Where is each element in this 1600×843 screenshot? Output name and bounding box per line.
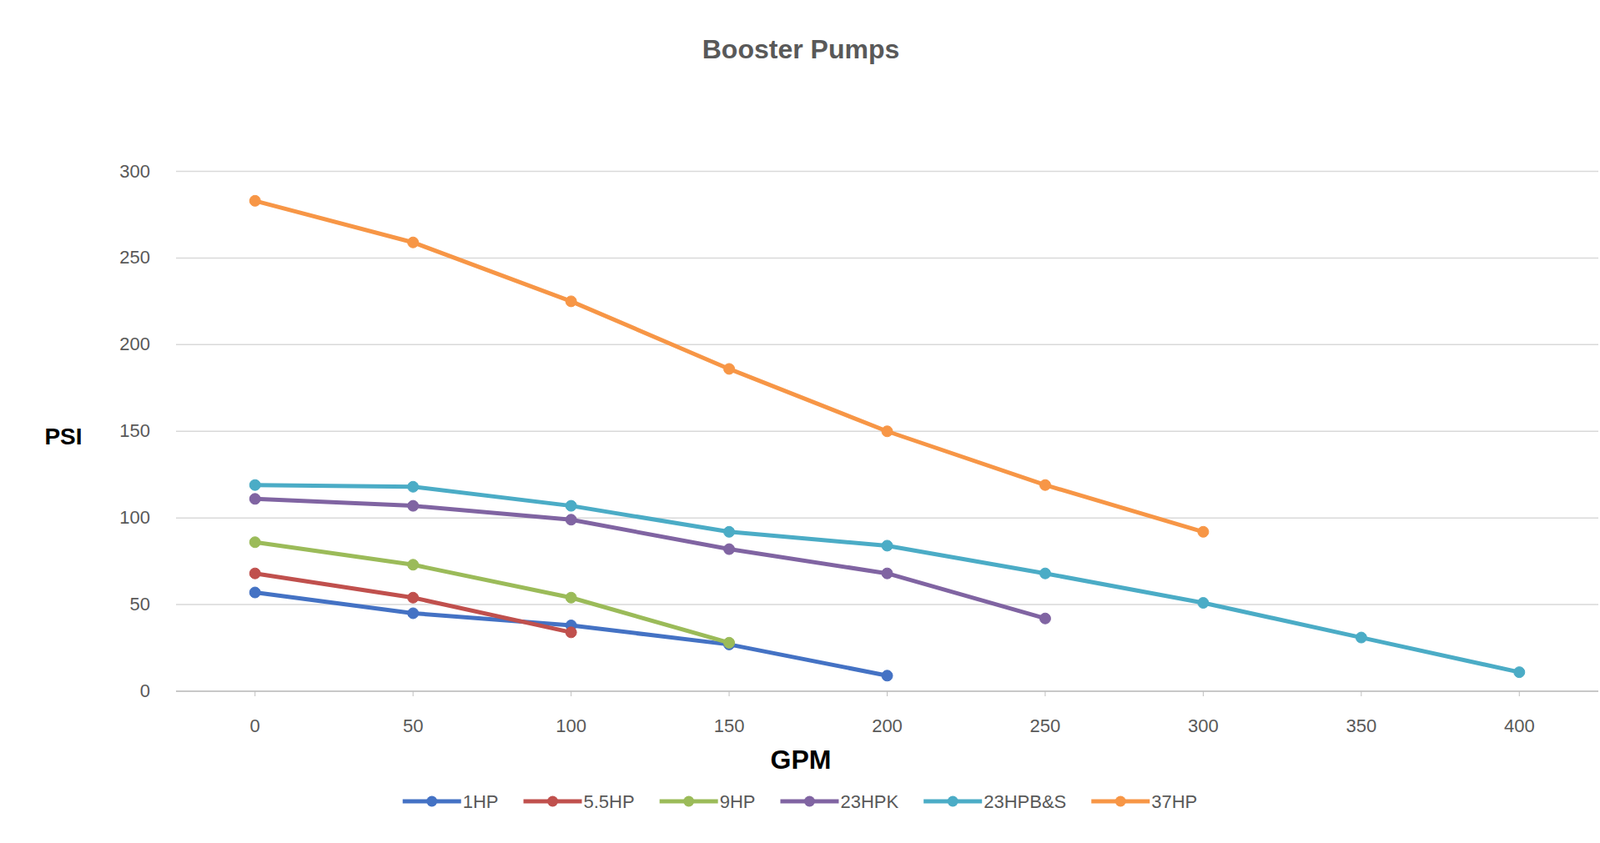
point [565, 627, 577, 639]
point [249, 493, 261, 505]
point [724, 543, 735, 555]
legend-marker [1115, 796, 1127, 808]
series-line [255, 485, 1520, 673]
legend: 1HP 5.5HP 9HP 23HPK 23HPB&S 37HP [402, 791, 1198, 813]
point [565, 514, 577, 526]
grid-line [176, 603, 1599, 606]
x-tick [1044, 691, 1046, 697]
point [565, 296, 577, 307]
point [1039, 479, 1051, 491]
chart: Booster Pumps 0 50 100 150 200 250 300 0 50 100 150… [0, 0, 1600, 843]
point [407, 559, 419, 571]
x-tick [886, 691, 888, 697]
x-tick-label: 300 [1187, 715, 1219, 737]
point [724, 637, 735, 649]
legend-marker [426, 796, 438, 808]
y-tick-label: 50 [130, 593, 151, 615]
point [249, 587, 261, 599]
x-tick-label: 200 [871, 715, 903, 737]
legend-marker [804, 796, 816, 808]
point [1197, 526, 1209, 538]
x-tick [729, 691, 730, 697]
x-tick-label: 350 [1345, 715, 1377, 737]
x-tick [1519, 691, 1520, 697]
x-tick [254, 691, 256, 697]
point [1355, 632, 1367, 644]
point [407, 481, 419, 493]
legend-marker [947, 796, 959, 808]
legend-marker [547, 796, 559, 808]
background [0, 0, 1600, 843]
point [407, 500, 419, 512]
point [881, 426, 893, 438]
grid-line [176, 344, 1599, 347]
point [407, 608, 419, 619]
legend-label: 1HP [462, 791, 499, 813]
x-axis-label: GPM [770, 744, 832, 775]
x-tick-label: 150 [714, 715, 745, 737]
legend-label: 37HP [1151, 791, 1198, 813]
grid-line [176, 257, 1599, 260]
point [724, 526, 735, 538]
point [565, 500, 577, 512]
y-axis-label: PSI [44, 423, 82, 450]
point [249, 479, 261, 491]
point [724, 363, 735, 375]
x-tick [1202, 691, 1204, 697]
y-tick-label: 250 [119, 246, 151, 268]
y-tick-label: 150 [119, 420, 151, 442]
point [249, 195, 261, 207]
grid-line [176, 171, 1599, 173]
point [249, 537, 261, 549]
point [1514, 667, 1525, 679]
x-tick [570, 691, 572, 697]
series-line [255, 201, 1204, 533]
legend-label: 5.5HP [583, 791, 635, 813]
legend-label: 9HP [719, 791, 756, 813]
legend-marker [683, 796, 695, 808]
point [565, 592, 577, 604]
point [1197, 598, 1209, 609]
series-line [255, 593, 888, 677]
point [881, 568, 893, 579]
point [407, 236, 419, 248]
plot-area [249, 195, 1525, 681]
x-tick-label: 50 [402, 715, 423, 737]
y-tick-label: 200 [119, 333, 151, 355]
title: Booster Pumps [702, 34, 900, 65]
y-tick-label: 100 [119, 507, 151, 529]
legend-label: 23HPK [840, 791, 899, 813]
series-line [255, 542, 730, 644]
point [881, 670, 893, 682]
series-line [255, 573, 572, 634]
y-tick-label: 0 [140, 680, 151, 702]
point [881, 540, 893, 552]
point [249, 568, 261, 579]
point [1039, 568, 1051, 579]
y-tick-label: 300 [119, 161, 151, 182]
point [1039, 613, 1051, 624]
x-tick [412, 691, 414, 697]
x-tick-label: 250 [1030, 715, 1062, 737]
legend-label: 23HPB&S [983, 791, 1067, 813]
x-tick-label: 0 [250, 715, 261, 737]
x-tick-label: 400 [1504, 715, 1535, 737]
x-tick [1360, 691, 1362, 697]
point [407, 592, 419, 604]
x-tick-label: 100 [555, 715, 587, 737]
grid-line [176, 517, 1599, 519]
